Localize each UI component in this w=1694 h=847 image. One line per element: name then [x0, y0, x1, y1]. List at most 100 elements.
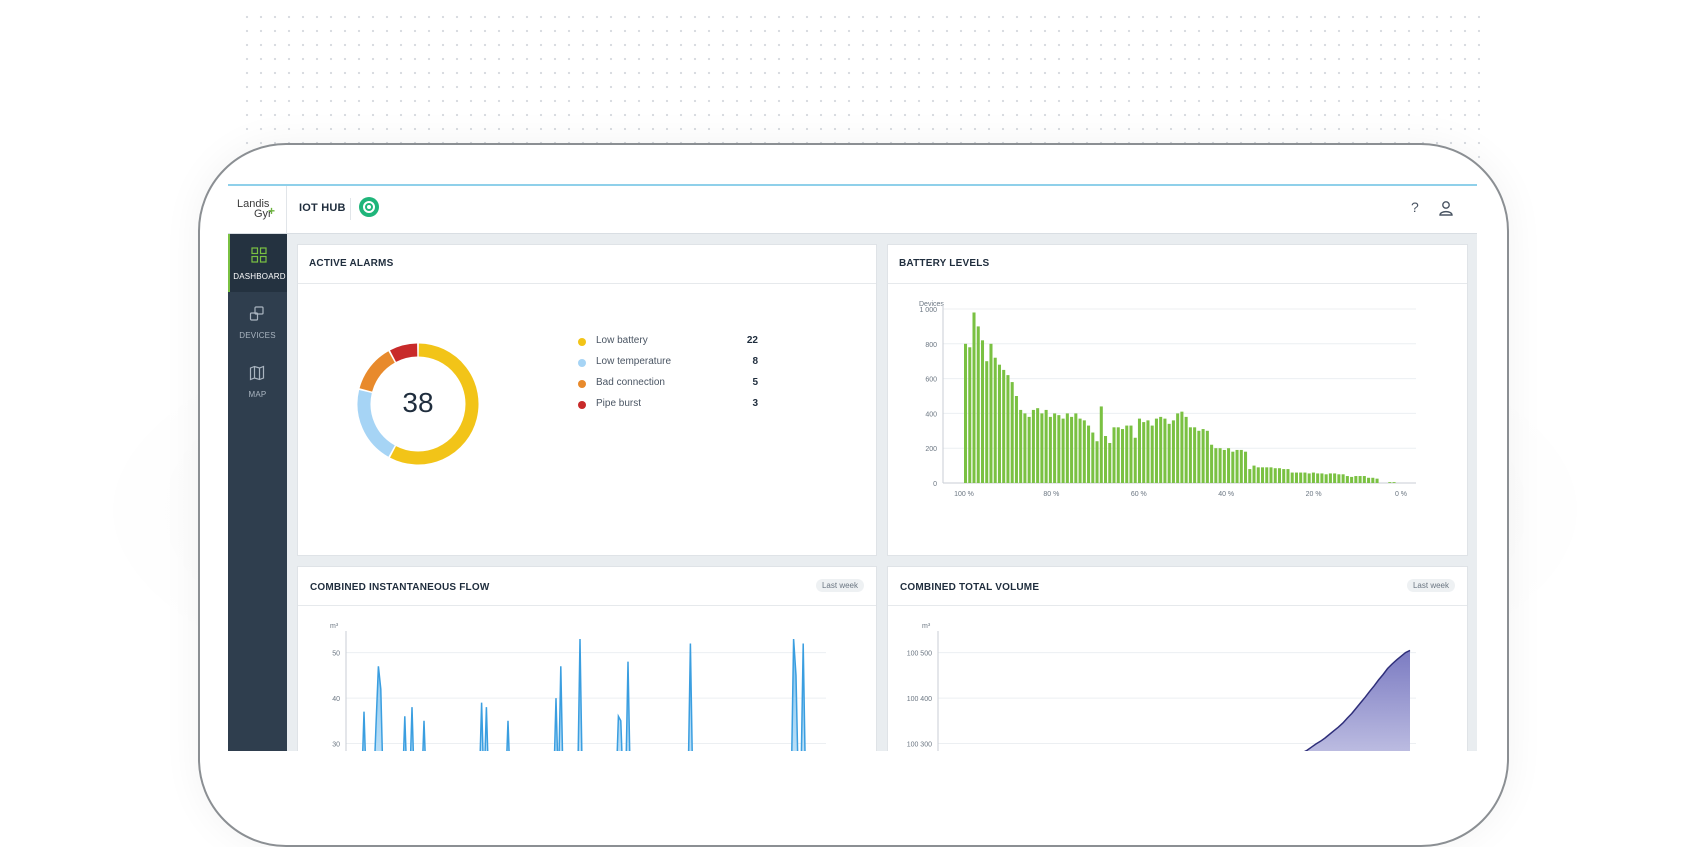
battery-bar[interactable]	[1248, 469, 1252, 483]
battery-bar[interactable]	[1065, 413, 1069, 483]
battery-bar[interactable]	[1053, 413, 1057, 483]
battery-bar[interactable]	[1040, 413, 1044, 483]
battery-bar[interactable]	[1023, 413, 1027, 483]
battery-bar[interactable]	[1231, 451, 1235, 483]
battery-bar[interactable]	[1159, 416, 1163, 483]
help-icon[interactable]: ?	[1411, 199, 1419, 215]
battery-bar[interactable]	[1048, 416, 1052, 483]
battery-bar[interactable]	[1120, 429, 1125, 483]
battery-bar[interactable]	[1193, 427, 1197, 483]
battery-bar[interactable]	[1146, 420, 1150, 483]
battery-bar[interactable]	[1137, 418, 1141, 483]
battery-bar[interactable]	[1316, 473, 1320, 483]
battery-bar[interactable]	[1205, 430, 1209, 483]
battery-bar[interactable]	[1358, 476, 1362, 483]
battery-bar[interactable]	[976, 326, 980, 483]
donut-slice-low-battery[interactable]	[390, 343, 479, 465]
battery-bar[interactable]	[968, 347, 972, 483]
battery-bar[interactable]	[1354, 476, 1358, 483]
battery-bar[interactable]	[1362, 476, 1366, 483]
legend-item-low-temperature[interactable]: Low temperature 8	[578, 356, 758, 377]
battery-bar[interactable]	[989, 343, 993, 483]
battery-bar[interactable]	[1078, 418, 1082, 483]
battery-bar[interactable]	[1129, 425, 1133, 483]
sidebar-item-dashboard[interactable]: DASHBOARD	[228, 234, 287, 292]
battery-bar[interactable]	[985, 361, 989, 483]
battery-bar[interactable]	[1290, 472, 1294, 483]
battery-bar[interactable]	[1218, 448, 1222, 483]
battery-bar[interactable]	[1307, 473, 1311, 483]
battery-bar[interactable]	[1273, 468, 1277, 483]
legend-item-pipe-burst[interactable]: Pipe burst 3	[578, 398, 758, 419]
battery-bar[interactable]	[1239, 449, 1243, 483]
battery-bar[interactable]	[997, 364, 1001, 483]
battery-bar[interactable]	[1311, 472, 1315, 483]
battery-bar[interactable]	[1087, 425, 1091, 483]
battery-bar[interactable]	[1324, 474, 1328, 483]
battery-bar[interactable]	[1375, 478, 1379, 483]
battery-bar[interactable]	[1014, 396, 1018, 483]
battery-bar[interactable]	[1256, 467, 1260, 483]
battery-bar[interactable]	[972, 312, 976, 483]
battery-bar[interactable]	[1277, 468, 1282, 483]
battery-bar[interactable]	[1112, 427, 1116, 483]
battery-bar[interactable]	[1333, 473, 1337, 483]
battery-bar[interactable]	[1320, 473, 1324, 483]
battery-bar[interactable]	[1227, 448, 1231, 483]
sidebar-item-devices[interactable]: DEVICES	[228, 293, 287, 351]
battery-bar[interactable]	[1269, 467, 1273, 483]
battery-bar[interactable]	[1091, 432, 1095, 483]
battery-bar[interactable]	[1392, 482, 1396, 483]
sidebar-item-map[interactable]: MAP	[228, 352, 287, 410]
legend-item-low-battery[interactable]: Low battery 22	[578, 335, 758, 356]
battery-bar[interactable]	[1010, 382, 1014, 483]
donut-slice-pipe-burst[interactable]	[390, 343, 418, 363]
battery-bar[interactable]	[1201, 429, 1205, 483]
battery-bar[interactable]	[1095, 441, 1099, 483]
battery-bar[interactable]	[1197, 430, 1201, 483]
battery-bar[interactable]	[1371, 477, 1375, 483]
battery-bar[interactable]	[1036, 408, 1040, 483]
battery-bar[interactable]	[1150, 425, 1154, 483]
battery-bar[interactable]	[1154, 418, 1158, 483]
battery-bar[interactable]	[1057, 415, 1061, 483]
battery-bar[interactable]	[1299, 472, 1303, 483]
battery-bar[interactable]	[1027, 416, 1031, 483]
battery-bar[interactable]	[1163, 418, 1167, 483]
battery-bar[interactable]	[1282, 469, 1286, 483]
battery-bar[interactable]	[1367, 477, 1371, 483]
battery-bar[interactable]	[1180, 411, 1184, 483]
battery-bar[interactable]	[1328, 473, 1332, 483]
battery-bar[interactable]	[1265, 467, 1269, 483]
battery-bar[interactable]	[1031, 409, 1035, 483]
user-icon[interactable]	[1438, 200, 1454, 216]
battery-bar[interactable]	[1188, 427, 1192, 483]
battery-bar[interactable]	[1214, 448, 1218, 483]
battery-bar[interactable]	[1019, 409, 1023, 483]
battery-bar[interactable]	[1133, 437, 1137, 483]
period-badge[interactable]: Last week	[1406, 579, 1455, 592]
battery-bar[interactable]	[1388, 482, 1392, 483]
battery-bar[interactable]	[1341, 474, 1345, 483]
battery-bar[interactable]	[1303, 472, 1307, 483]
battery-bar[interactable]	[1171, 420, 1175, 483]
series-line[interactable]	[944, 649, 1411, 751]
battery-bar[interactable]	[980, 340, 985, 483]
battery-bar[interactable]	[1125, 425, 1129, 483]
battery-bar[interactable]	[1044, 409, 1048, 483]
battery-bar[interactable]	[1345, 476, 1349, 483]
battery-bar[interactable]	[1244, 451, 1248, 483]
battery-bar[interactable]	[993, 357, 997, 483]
battery-bar[interactable]	[1167, 423, 1171, 483]
battery-bar[interactable]	[1104, 436, 1108, 483]
battery-bar[interactable]	[1222, 449, 1226, 483]
battery-bar[interactable]	[1142, 422, 1146, 483]
battery-bar[interactable]	[1252, 465, 1256, 483]
battery-bar[interactable]	[964, 343, 968, 483]
legend-item-bad-connection[interactable]: Bad connection 5	[578, 377, 758, 398]
battery-bar[interactable]	[1210, 444, 1214, 483]
series-line[interactable]	[352, 638, 820, 751]
battery-bar[interactable]	[1061, 418, 1065, 483]
donut-slice-bad-connection[interactable]	[359, 351, 396, 392]
battery-bar[interactable]	[1235, 449, 1239, 483]
